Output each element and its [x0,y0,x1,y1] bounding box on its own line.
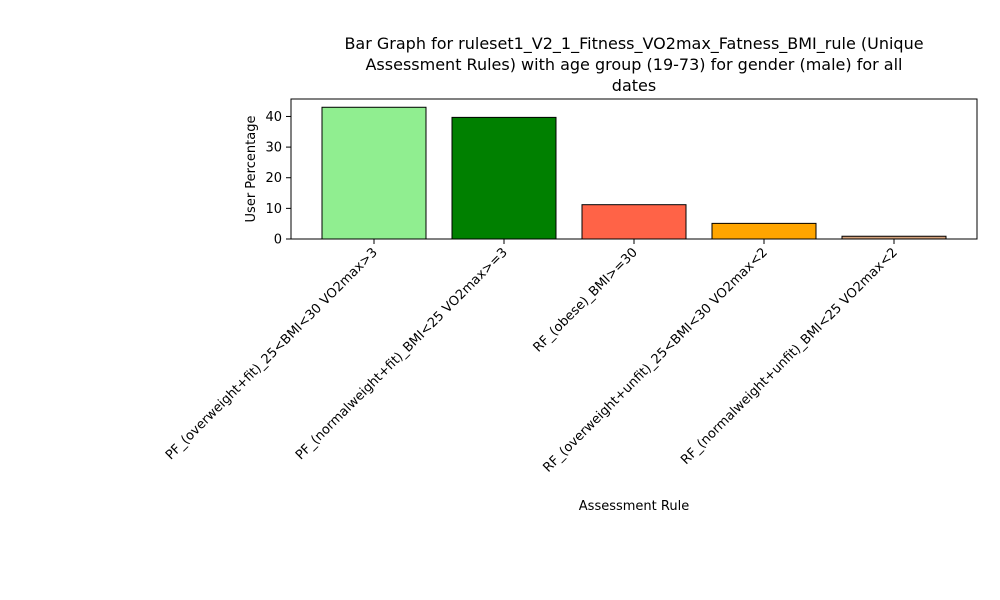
x-tick-label-1: PF_(overweight+fit)_25<BMI<30 VO2max>3 [163,245,381,463]
y-tick-label-2: 20 [265,171,282,186]
x-axis: PF_(overweight+fit)_25<BMI<30 VO2max>3PF… [163,239,901,476]
bar-4 [711,222,817,240]
bar-2 [451,116,557,240]
bars-group [321,106,947,240]
y-tick-label-1: 10 [265,202,282,217]
y-axis-label: User Percentage [244,116,259,223]
x-tick-label-3: RF_(obese)_BMI>=30 [531,245,641,355]
chart-title-line-3: dates [612,76,656,95]
x-tick-label-2: PF_(normalweight+fit)_BMI<25 VO2max>=3 [293,245,511,463]
x-axis-label: Assessment Rule [579,499,689,514]
x-tick-label-5: RF_(normalweight+unfit)_BMI<25 VO2max<2 [678,245,901,468]
chart-title: Bar Graph for ruleset1_V2_1_Fitness_VO2m… [344,34,923,95]
bar-1 [321,106,427,240]
chart-title-line-2: Assessment Rules) with age group (19-73)… [365,55,902,74]
y-tick-label-4: 40 [265,110,282,125]
y-axis: 0 10 20 30 40 [265,110,291,248]
x-tick-label-4: RF_(overweight+unfit)_25<BMI<30 VO2max<2 [540,245,770,475]
y-tick-label-0: 0 [274,233,282,248]
bar-3 [581,204,687,240]
chart-title-line-1: Bar Graph for ruleset1_V2_1_Fitness_VO2m… [344,34,923,54]
y-tick-label-3: 30 [265,141,282,156]
